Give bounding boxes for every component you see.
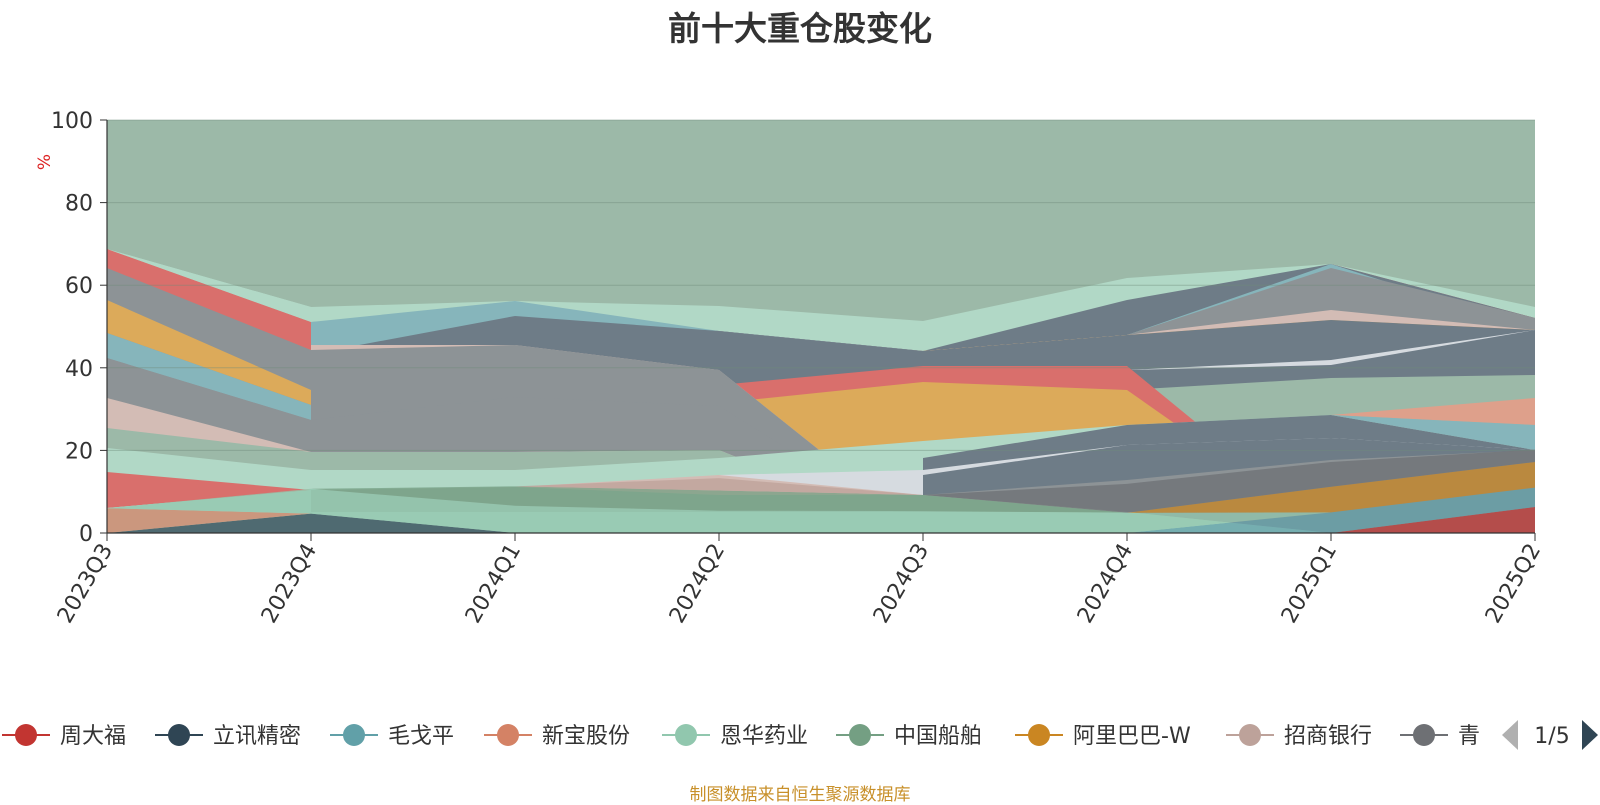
y-tick-label: 40 (65, 357, 93, 382)
band-redtip-left (107, 249, 311, 350)
legend-label: 阿里巴巴-W (1073, 724, 1191, 749)
legend-overflow-mask (1483, 712, 1503, 758)
band-salmon-right (1331, 398, 1535, 425)
y-tick-label: 0 (79, 522, 93, 547)
legend-item-4[interactable]: 恩华药业 (662, 724, 808, 749)
y-tick-label: 80 (65, 192, 93, 217)
legend-marker-icon (1413, 724, 1435, 746)
x-tick-label: 2025Q1 (1277, 540, 1342, 628)
series-area-1 (107, 506, 1535, 533)
y-tick-label: 20 (65, 439, 93, 464)
legend-label: 立讯精密 (213, 724, 301, 749)
legend-marker-icon (1028, 724, 1050, 746)
y-tick-label: 100 (51, 109, 93, 134)
band-red-left-low (107, 472, 311, 508)
legend-item-5[interactable]: 中国船舶 (836, 724, 982, 749)
legend-label: 招商银行 (1284, 724, 1372, 749)
legend-item-6[interactable]: 阿里巴巴-W (1015, 724, 1191, 749)
legend-label: 新宝股份 (542, 724, 630, 749)
band-mintfade-left (107, 249, 311, 322)
legend-label: 中国船舶 (894, 724, 982, 749)
band-amber-left2 (107, 300, 311, 405)
legend-prev-icon[interactable] (1502, 720, 1518, 750)
legend-next-icon[interactable] (1582, 720, 1598, 750)
source-note: 制图数据来自恒生聚源数据库 (689, 785, 911, 805)
legend-marker-icon (675, 724, 697, 746)
band-teal-right (1331, 415, 1535, 450)
series-area-5 (107, 486, 1535, 513)
series-area-7 (107, 461, 1535, 513)
chart-title: 前十大重仓股变化 (668, 9, 932, 48)
legend-item-7[interactable]: 招商银行 (1226, 724, 1372, 749)
legend-label: 毛戈平 (388, 724, 454, 749)
x-tick-label: 2023Q3 (53, 540, 118, 628)
series-area-0 (107, 506, 1535, 533)
x-tick-label: 2024Q1 (461, 540, 526, 628)
series-area-8 (107, 449, 1535, 513)
series-area-4 (107, 487, 1535, 533)
legend-item-0[interactable]: 周大福 (2, 724, 126, 749)
legend-marker-icon (1239, 724, 1261, 746)
x-tick-label: 2024Q4 (1073, 540, 1138, 628)
legend-page-indicator: 1/5 (1534, 724, 1569, 749)
legend-marker-icon (15, 724, 37, 746)
legend-marker-icon (168, 724, 190, 746)
chart-canvas: 0 20 40 60 80 100% 2023Q3 2023Q4 2024Q1 2024Q2 202… (2, 109, 1598, 758)
x-tick-label: 2023Q4 (257, 540, 322, 628)
x-tick-label: 2024Q2 (665, 540, 730, 628)
x-tick-label: 2025Q2 (1481, 540, 1546, 628)
legend-item-2[interactable]: 毛戈平 (330, 724, 454, 749)
x-tick-label: 2024Q3 (869, 540, 934, 628)
legend-label: 恩华药业 (720, 724, 808, 749)
band-teal-left2 (107, 333, 311, 420)
legend-marker-icon (343, 724, 365, 746)
legend-item-8[interactable]: 青 (1400, 724, 1480, 749)
legend-marker-icon (849, 724, 871, 746)
legend-label: 青 (1458, 724, 1480, 749)
legend-label: 周大福 (60, 724, 126, 749)
legend-item-1[interactable]: 立讯精密 (155, 724, 301, 749)
y-tick-label: 60 (65, 274, 93, 299)
legend-marker-icon (497, 724, 519, 746)
y-axis-label: % (35, 154, 55, 170)
legend-item-3[interactable]: 新宝股份 (484, 724, 630, 749)
